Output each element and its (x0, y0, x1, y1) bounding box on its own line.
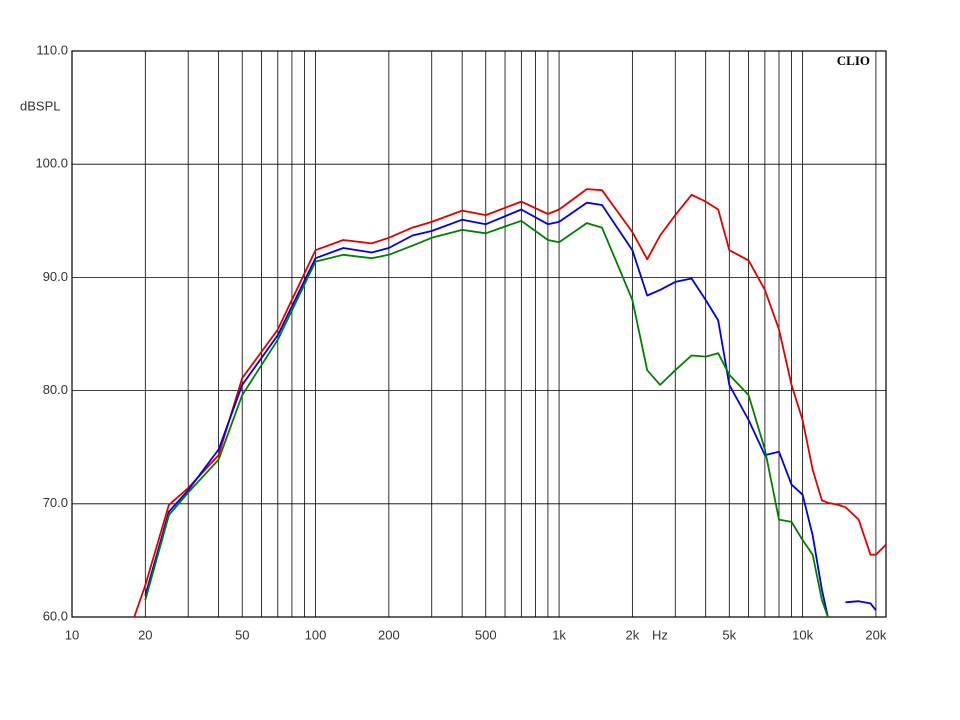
x-tick-label: 500 (475, 627, 497, 642)
y-tick-label: 100.0 (35, 156, 68, 171)
series-line (845, 600, 877, 611)
series-line (133, 188, 887, 618)
y-axis-label: dBSPL (20, 98, 60, 113)
y-tick-label: 60.0 (43, 608, 68, 623)
x-tick-label: 100 (305, 627, 327, 642)
x-tick-label: 20 (138, 627, 152, 642)
y-tick-label: 70.0 (43, 495, 68, 510)
x-tick-label: 10 (65, 627, 79, 642)
x-tick-label: 2k (626, 627, 640, 642)
x-unit: Hz (652, 627, 668, 642)
x-tick-label: 50 (235, 627, 249, 642)
series-line (144, 201, 829, 618)
x-tick-label: 200 (378, 627, 400, 642)
plot-frame (71, 50, 887, 618)
x-tick-label: 10k (792, 627, 813, 642)
x-tick-label: 20k (865, 627, 886, 642)
x-tick-label: 5k (722, 627, 736, 642)
series-line (144, 219, 829, 618)
x-tick-label: 1k (552, 627, 566, 642)
y-tick-label: 110.0 (36, 42, 68, 57)
brand: CLIO (837, 53, 870, 68)
y-tick-label: 80.0 (43, 382, 68, 397)
y-tick-label: 90.0 (43, 269, 68, 284)
